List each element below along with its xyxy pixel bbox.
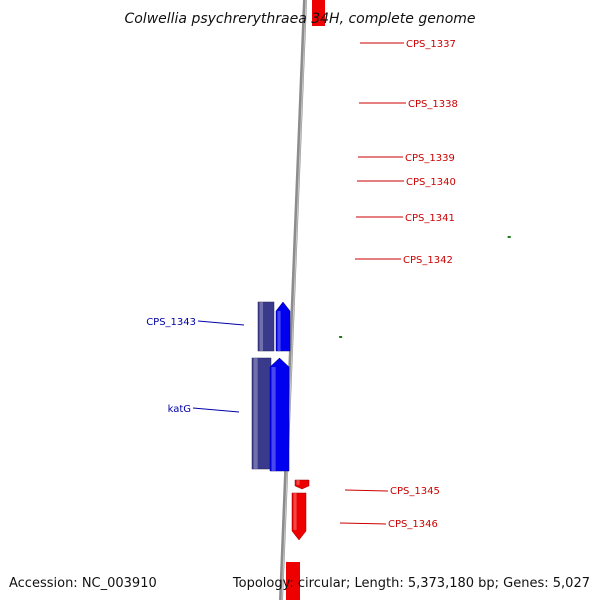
gene-CPS_1343-arrow [275, 301, 291, 352]
gene-label-katG: katG [168, 404, 191, 415]
gene-label-leader [192, 407, 240, 413]
gene-label-CPS_1342: CPS_1342 [403, 255, 453, 266]
gene-label-layer: CPS_1337 CPS_1338 CPS_1339 CPS_1340 CPS_1341… [146, 39, 458, 530]
map-title: Colwellia psychrerythraea 34H, complete … [124, 11, 475, 27]
gene-katG-arrow [269, 357, 290, 472]
gene-label-leader [197, 320, 245, 326]
gene-katG-arrow-shine [271, 367, 276, 471]
gene-label-CPS_1340: CPS_1340 [406, 177, 456, 188]
backbone-highlight [281, 0, 307, 600]
gene-label-CPS_1346: CPS_1346 [388, 519, 438, 530]
backbone-layer [279, 0, 307, 600]
gene-CPS_1346-arrow [291, 492, 307, 541]
gene-katG-product-box-shine [253, 358, 258, 469]
gene-upstream-fragment [312, 0, 325, 26]
gene-label-leader [339, 522, 387, 525]
backbone-line [279, 0, 307, 600]
gene-CPS_1343-product-box [257, 301, 275, 352]
gene-CPS_1346-arrow-shine [293, 493, 297, 530]
gene-label-CPS_1339: CPS_1339 [405, 153, 455, 164]
gene-label-CPS_1341: CPS_1341 [405, 213, 455, 224]
gene-label-CPS_1338: CPS_1338 [408, 99, 458, 110]
tick-layer [339, 236, 511, 338]
gene-CPS_1343-product-box-shine [259, 302, 264, 351]
accession-text: Accession: NC_003910 [9, 576, 157, 591]
gene-CPS_1345-arrow-shine [296, 480, 300, 485]
gene-downstream-fragment [286, 562, 300, 600]
genome-summary-text: Topology: circular; Length: 5,373,180 bp… [232, 576, 590, 591]
gene-label-CPS_1343: CPS_1343 [146, 317, 196, 328]
gene-label-leader [344, 489, 389, 492]
gene-layer [251, 0, 325, 600]
gene-label-CPS_1345: CPS_1345 [390, 486, 440, 497]
gene-CPS_1345-arrow [294, 479, 310, 490]
gene-label-CPS_1337: CPS_1337 [406, 39, 456, 50]
gene-CPS_1343-arrow-shine [277, 311, 281, 351]
